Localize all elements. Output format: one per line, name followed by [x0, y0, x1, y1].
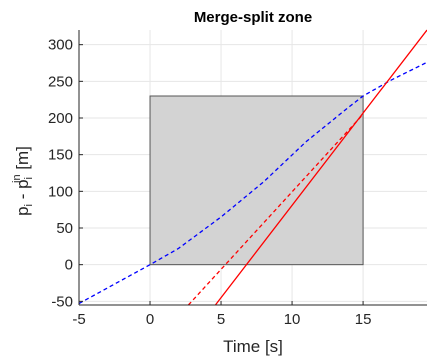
y-label-sub1: i [23, 204, 35, 206]
y-tick-label: 200 [48, 110, 73, 127]
y-tick-label: 50 [56, 220, 73, 237]
x-tick-label: 0 [146, 311, 154, 328]
y-label-mid: - p [13, 179, 32, 204]
x-tick-label: -5 [72, 311, 85, 328]
y-tick-label: 150 [48, 147, 73, 164]
x-tick-label: 10 [284, 311, 301, 328]
y-axis-label: pi - piin [m] [11, 146, 35, 216]
y-tick-label: 250 [48, 73, 73, 90]
y-label-sub2: i [23, 177, 35, 179]
y-label-sup: in [11, 174, 23, 183]
zone-rect [149, 95, 364, 266]
y-label-base: p [13, 206, 32, 215]
axes [78, 30, 427, 306]
series-line-3 [187, 113, 364, 306]
x-axis-label: Time [s] [223, 337, 283, 356]
merge-split-zone [149, 95, 364, 266]
y-tick-label: -50 [51, 293, 73, 310]
x-tick-label: 15 [355, 311, 372, 328]
y-tick-label: 0 [65, 257, 73, 274]
series-line-2 [214, 29, 427, 306]
series [78, 29, 427, 306]
chart-title: Merge-split zone [194, 9, 312, 26]
y-label-tail: [m] [13, 146, 32, 174]
y-tick-label: 100 [48, 183, 73, 200]
x-tick-label: 5 [217, 311, 225, 328]
y-tick-label: 300 [48, 37, 73, 54]
